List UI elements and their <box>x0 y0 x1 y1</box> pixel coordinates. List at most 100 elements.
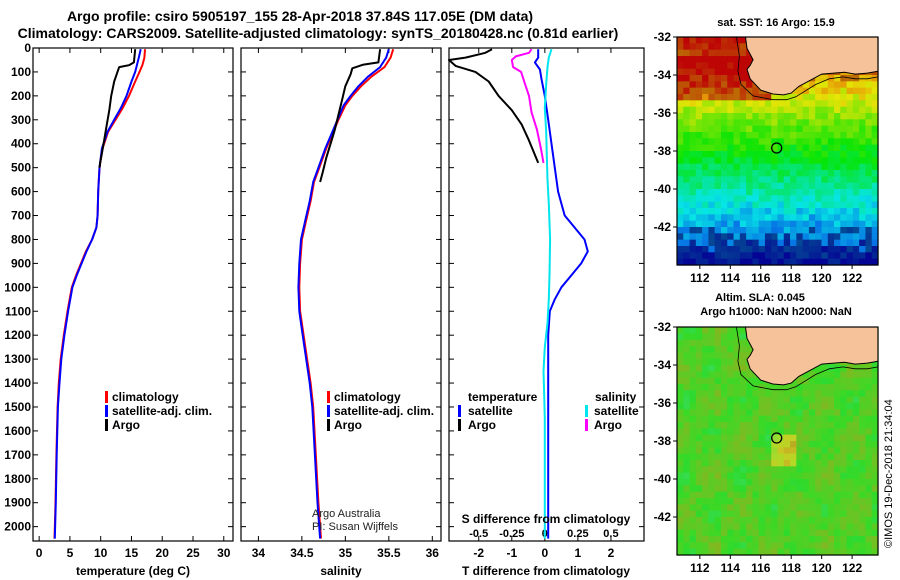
sst-cell <box>865 163 873 171</box>
sst-cell <box>871 201 879 209</box>
sla-cell <box>771 498 779 505</box>
sst-cell <box>720 214 728 222</box>
sla-cell <box>677 365 684 372</box>
sla-cell <box>683 498 691 505</box>
sst-cell <box>720 233 728 241</box>
sla-cell <box>752 390 760 398</box>
sla-cell <box>796 510 804 518</box>
sla-cell <box>727 529 735 537</box>
sst-cell <box>871 182 879 190</box>
sla-cell <box>777 422 785 429</box>
sst-cell <box>846 220 854 228</box>
sla-cell <box>796 542 804 550</box>
sla-cell <box>859 491 867 499</box>
sst-cell <box>695 201 703 209</box>
sst-cell <box>677 138 684 146</box>
sst-cell <box>834 170 841 177</box>
sla-cell <box>808 460 816 467</box>
sla-cell <box>827 403 835 410</box>
sla-cell <box>746 529 753 537</box>
sst-cell <box>821 239 829 247</box>
sla-cell <box>702 460 710 467</box>
sst-cell <box>827 201 835 209</box>
sla-cell <box>733 447 741 455</box>
sst-cell <box>821 246 829 253</box>
sst-cell <box>708 182 716 190</box>
sla-cell <box>815 542 823 550</box>
sla-cell <box>859 396 867 404</box>
sst-cell <box>702 113 710 120</box>
sst-cell <box>677 176 684 184</box>
sla-cell <box>808 491 816 499</box>
difference-x-axis-label: T difference from climatology <box>462 564 630 578</box>
sla-cell <box>720 485 728 493</box>
sst-cell <box>777 208 785 215</box>
sla-cell <box>739 384 747 391</box>
sst-cell <box>752 170 760 177</box>
sst-cell <box>764 170 772 177</box>
sla-cell <box>677 428 684 436</box>
sst-cell <box>852 189 860 196</box>
sst-cell <box>733 239 741 247</box>
sst-cell <box>733 106 741 114</box>
sla-cell <box>727 428 735 436</box>
sst-cell <box>865 125 873 133</box>
sst-cell <box>695 144 703 152</box>
sst-cell <box>852 132 860 139</box>
sla-cell <box>815 517 823 524</box>
sla-cell <box>720 403 728 410</box>
sla-lon-tick-label: 112 <box>690 561 710 575</box>
sst-cell <box>821 94 829 101</box>
sst-cell <box>746 119 753 127</box>
sla-cell <box>815 460 823 467</box>
sst-cell <box>702 239 710 247</box>
sst-cell <box>777 227 785 234</box>
sla-cell <box>752 466 760 474</box>
sst-cell <box>771 195 779 203</box>
sla-cell <box>702 548 710 556</box>
sst-cell <box>827 246 835 253</box>
sst-cell <box>764 227 772 234</box>
sst-cell <box>871 157 879 165</box>
sst-cell <box>683 258 691 266</box>
sst-cell <box>790 163 797 171</box>
sla-cell <box>846 536 854 543</box>
sst-cell <box>859 227 867 234</box>
sla-cell <box>727 390 735 398</box>
sst-cell <box>821 214 829 222</box>
sst-cell <box>871 163 879 171</box>
sst-cell <box>689 68 697 76</box>
sla-cell <box>695 428 703 436</box>
sla-cell <box>790 479 797 486</box>
sst-cell <box>815 189 823 196</box>
sst-cell <box>815 201 823 209</box>
sla-cell <box>714 403 722 410</box>
sla-cell <box>714 396 722 404</box>
sst-cell <box>746 56 753 63</box>
depth-tick-label: 1100 <box>5 304 31 318</box>
sla-cell <box>834 377 841 385</box>
sst-cell <box>846 201 854 209</box>
sst-cell <box>733 163 741 171</box>
sla-cell <box>815 428 823 436</box>
sst-cell <box>764 239 772 247</box>
sst-cell <box>702 151 710 158</box>
sla-cell <box>752 403 760 410</box>
sst-cell <box>815 220 823 228</box>
sst-cell <box>714 144 722 152</box>
sla-cell <box>720 447 728 455</box>
sla-cell <box>871 536 879 543</box>
sla-cell <box>714 371 722 379</box>
sst-cell <box>739 189 747 196</box>
depth-tick-label: 1800 <box>4 472 31 486</box>
sla-cell <box>859 523 867 531</box>
sst-cell <box>720 113 728 120</box>
sla-cell <box>796 472 804 480</box>
sla-cell <box>746 523 753 531</box>
sst-cell <box>695 208 703 215</box>
sla-cell <box>739 428 747 436</box>
sst-cell <box>815 81 823 89</box>
sst-cell <box>708 214 716 222</box>
sla-cell <box>815 396 823 404</box>
sla-cell <box>695 346 703 353</box>
